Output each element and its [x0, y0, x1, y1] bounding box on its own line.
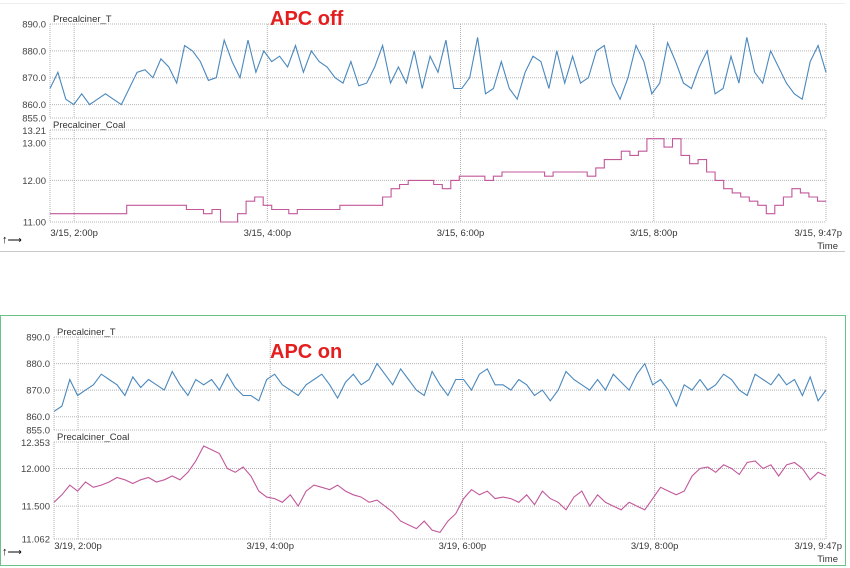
series-line-precalciner-coal	[50, 138, 826, 223]
y-tick-label: 860.0	[26, 412, 50, 423]
y-tick-label: 870.0	[26, 386, 50, 397]
series-name: Precalciner_Coal	[57, 432, 129, 443]
x-tick-label: 3/19, 9:47p	[794, 541, 842, 552]
y-tick-label: 880.0	[22, 46, 46, 57]
y-tick-label: 13.21	[22, 126, 46, 137]
x-axis-label: Time	[817, 554, 838, 565]
y-tick-label: 880.0	[26, 359, 50, 370]
x-axis-label: Time	[817, 241, 838, 252]
top-border	[0, 3, 845, 4]
series-name: Precalciner_T	[53, 14, 112, 25]
series-line-precalciner-coal	[53, 445, 827, 534]
series-name: Precalciner_Coal	[53, 120, 125, 131]
annotation-apc-on: APC on	[270, 341, 343, 363]
annotation-apc-off: APC off	[270, 8, 344, 30]
y-tick-label: 860.0	[22, 100, 46, 111]
y-tick-label: 12.000	[21, 464, 50, 475]
x-tick-label: 3/15, 6:00p	[437, 228, 485, 239]
x-tick-label: 3/19, 4:00p	[246, 541, 294, 552]
y-tick-label: 855.0	[22, 114, 46, 125]
y-tick-label: 11.500	[22, 502, 50, 513]
x-tick-label: 3/15, 8:00p	[630, 228, 678, 239]
y-tick-label: 870.0	[22, 73, 46, 84]
y-tick-label: 11.00	[23, 218, 46, 229]
y-tick-label: 855.0	[26, 426, 50, 437]
divider	[0, 251, 845, 252]
y-tick-label: 12.00	[22, 176, 46, 187]
y-tick-label: 11.062	[22, 535, 50, 546]
x-tick-label: 3/19, 8:00p	[631, 541, 679, 552]
series-name: Precalciner_T	[57, 327, 116, 338]
axes-arrows-icon[interactable]: ↑⟶	[2, 546, 22, 558]
apc-on-frame	[0, 315, 846, 566]
x-tick-label: 3/15, 4:00p	[244, 228, 292, 239]
x-tick-label: 3/15, 2:00p	[50, 228, 98, 239]
series-line-precalciner-t	[49, 37, 827, 106]
x-tick-label: 3/19, 6:00p	[439, 541, 487, 552]
y-tick-label: 12.353	[21, 438, 50, 449]
x-tick-label: 3/19, 2:00p	[54, 541, 102, 552]
series-line-precalciner-t	[53, 362, 827, 412]
y-tick-label: 13.00	[22, 139, 46, 150]
x-tick-label: 3/15, 9:47p	[794, 228, 842, 239]
y-tick-label: 890.0	[22, 20, 46, 31]
axes-arrows-icon[interactable]: ↑⟶	[2, 234, 22, 246]
y-tick-label: 890.0	[26, 333, 50, 344]
